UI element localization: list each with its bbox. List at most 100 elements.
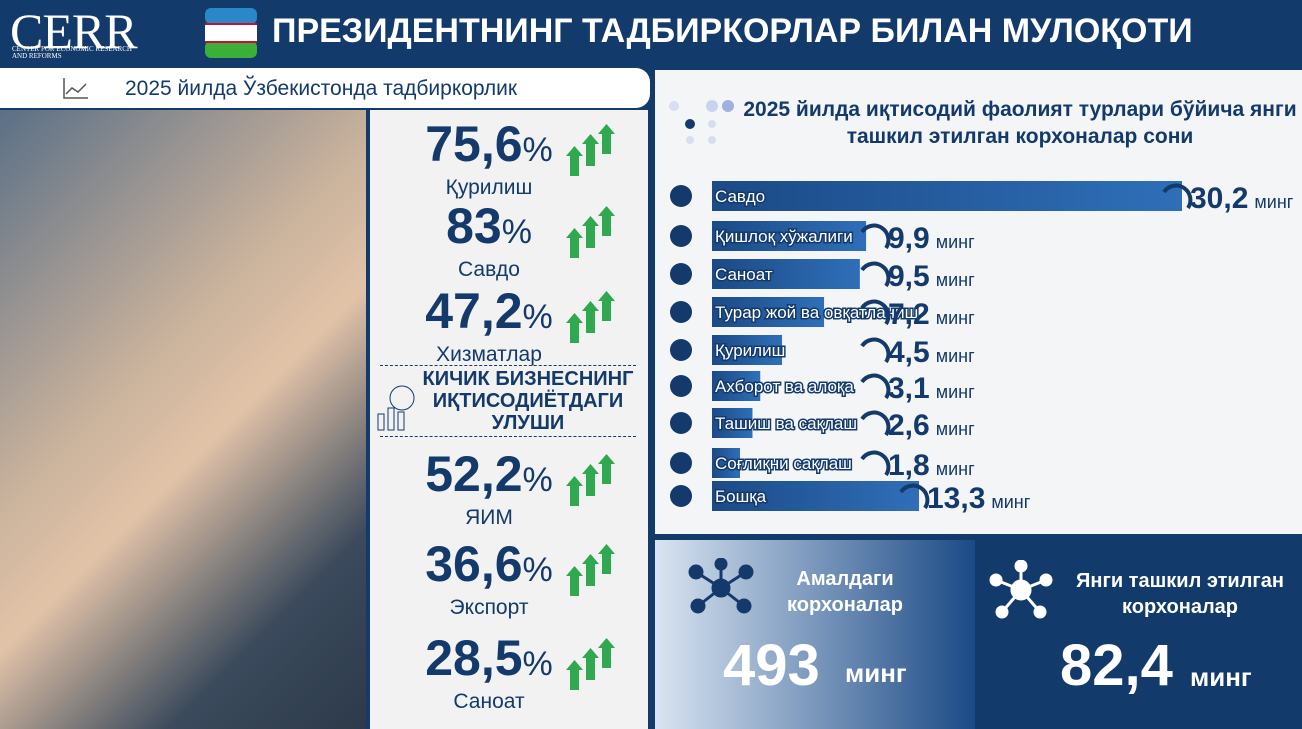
category-icon xyxy=(670,375,692,397)
stat-value: 36,6% xyxy=(399,538,579,596)
bar xyxy=(712,448,741,478)
value-label: 13,3 минг xyxy=(927,482,1031,515)
curl xyxy=(860,261,891,288)
unit: минг xyxy=(936,308,975,328)
value-label: 3,1 минг xyxy=(888,372,975,405)
icon xyxy=(989,560,1053,619)
total-label: Янги ташкил этилган корхоналар xyxy=(1076,570,1284,618)
chart-title: 2025 йилда иқтисодий фаолият турлари бўй… xyxy=(743,98,1297,148)
arrow-icon xyxy=(566,544,615,596)
curl xyxy=(860,373,891,400)
stat-value: 83% xyxy=(399,200,579,258)
arrow-icon xyxy=(566,291,615,343)
unit: минг xyxy=(936,459,975,479)
unit: % xyxy=(522,551,553,589)
total-value: 82,4 xyxy=(1060,633,1173,698)
stat-label: Хизматлар xyxy=(436,343,542,366)
value: 2,6 xyxy=(888,409,930,442)
category-label: Бошқа xyxy=(715,487,767,506)
photo xyxy=(0,110,366,729)
category-label: Турар жой ва овқатланиш xyxy=(715,303,918,322)
tab-text: 2025 йилда Ўзбекистонда тадбиркорлик xyxy=(125,77,518,100)
bar xyxy=(712,481,919,511)
unit: минг xyxy=(936,382,975,402)
section-title: КИЧИК БИЗНЕСНИНГ ИҚТИСОДИЁТДАГИ УЛУШИ xyxy=(422,368,634,434)
bar xyxy=(712,408,753,438)
value-label: 2,6 минг xyxy=(888,409,975,442)
value: 3,1 xyxy=(888,372,930,405)
stat: 36,6% Экспорт xyxy=(370,538,648,620)
curl xyxy=(860,223,891,250)
value: 9,5 xyxy=(888,260,930,293)
category-icon xyxy=(670,412,692,434)
arrow-icon xyxy=(566,124,615,176)
icon xyxy=(377,385,415,431)
stat-label: ЯИМ xyxy=(465,506,513,529)
total-unit: минг xyxy=(845,658,907,688)
icon xyxy=(688,558,754,614)
dots xyxy=(669,100,734,144)
unit: % xyxy=(501,213,532,251)
unit: минг xyxy=(936,232,975,252)
unit: минг xyxy=(936,419,975,439)
value-label: 7,2 минг xyxy=(888,298,975,331)
unit: минг xyxy=(991,492,1030,512)
stat: 47,2% Хизматлар xyxy=(370,285,648,367)
unit: % xyxy=(522,461,553,499)
bar xyxy=(712,297,825,327)
stat-value: 75,6% xyxy=(399,118,579,176)
value: 75,6 xyxy=(425,116,523,172)
value: 13,3 xyxy=(927,482,985,515)
stat: 52,2% ЯИМ xyxy=(370,448,648,530)
unit: минг xyxy=(936,270,975,290)
section: КИЧИК БИЗНЕСНИНГ ИҚТИСОДИЁТДАГИ УЛУШИ xyxy=(377,365,636,437)
stat-value: 52,2% xyxy=(399,448,579,506)
stat-label: Саноат xyxy=(453,690,525,713)
stat: 28,5% Саноат xyxy=(370,632,648,714)
total-value: 493 xyxy=(723,633,820,698)
flag xyxy=(205,8,257,58)
category-label: Саноат xyxy=(715,265,773,284)
category-label: Қурилиш xyxy=(715,341,785,360)
value: 47,2 xyxy=(425,283,523,339)
category-icon xyxy=(670,225,692,247)
value-label: 1,8 минг xyxy=(888,449,975,482)
arrow-icon xyxy=(566,206,615,258)
stat-label: Экспорт xyxy=(449,596,529,619)
curl xyxy=(899,483,930,510)
category-label: Ахборот ва алоқа xyxy=(715,377,854,396)
stat: 75,6% Қурилиш xyxy=(370,118,648,200)
bar xyxy=(712,259,860,289)
unit: % xyxy=(522,645,553,683)
unit: % xyxy=(522,298,553,336)
value: 28,5 xyxy=(425,630,523,686)
value: 4,5 xyxy=(888,336,930,369)
curl xyxy=(860,410,891,437)
curl xyxy=(1162,183,1193,210)
value-label: 4,5 минг xyxy=(888,336,975,369)
value-label: 30,2 минг xyxy=(1190,182,1294,215)
value: 7,2 xyxy=(888,298,930,331)
title: ПРЕЗИДЕНТНИНГ ТАДБИРКОРЛАР БИЛАН МУЛОҚОТ… xyxy=(272,12,1193,50)
value: 36,6 xyxy=(425,536,523,592)
category-label: Ташиш ва сақлаш xyxy=(715,414,857,433)
curl xyxy=(860,450,891,477)
stat-label: Савдо xyxy=(458,258,520,281)
unit: % xyxy=(522,131,553,169)
unit: минг xyxy=(1254,192,1293,212)
bar xyxy=(712,181,1182,211)
curl xyxy=(860,299,891,326)
category-icon xyxy=(670,452,692,474)
stat: 83% Савдо xyxy=(370,200,648,282)
logo: CERR xyxy=(10,3,138,59)
tab: 2025 йилда Ўзбекистонда тадбиркорлик xyxy=(0,68,650,108)
category-icon xyxy=(670,301,692,323)
value: 30,2 xyxy=(1190,182,1248,215)
bar xyxy=(712,335,783,365)
total-box: Янги ташкил этилган корхоналар 82,4 минг xyxy=(980,540,1302,729)
category-icon xyxy=(670,339,692,361)
value: 83 xyxy=(446,198,502,254)
category-label: Соғлиқни сақлаш xyxy=(715,454,852,473)
